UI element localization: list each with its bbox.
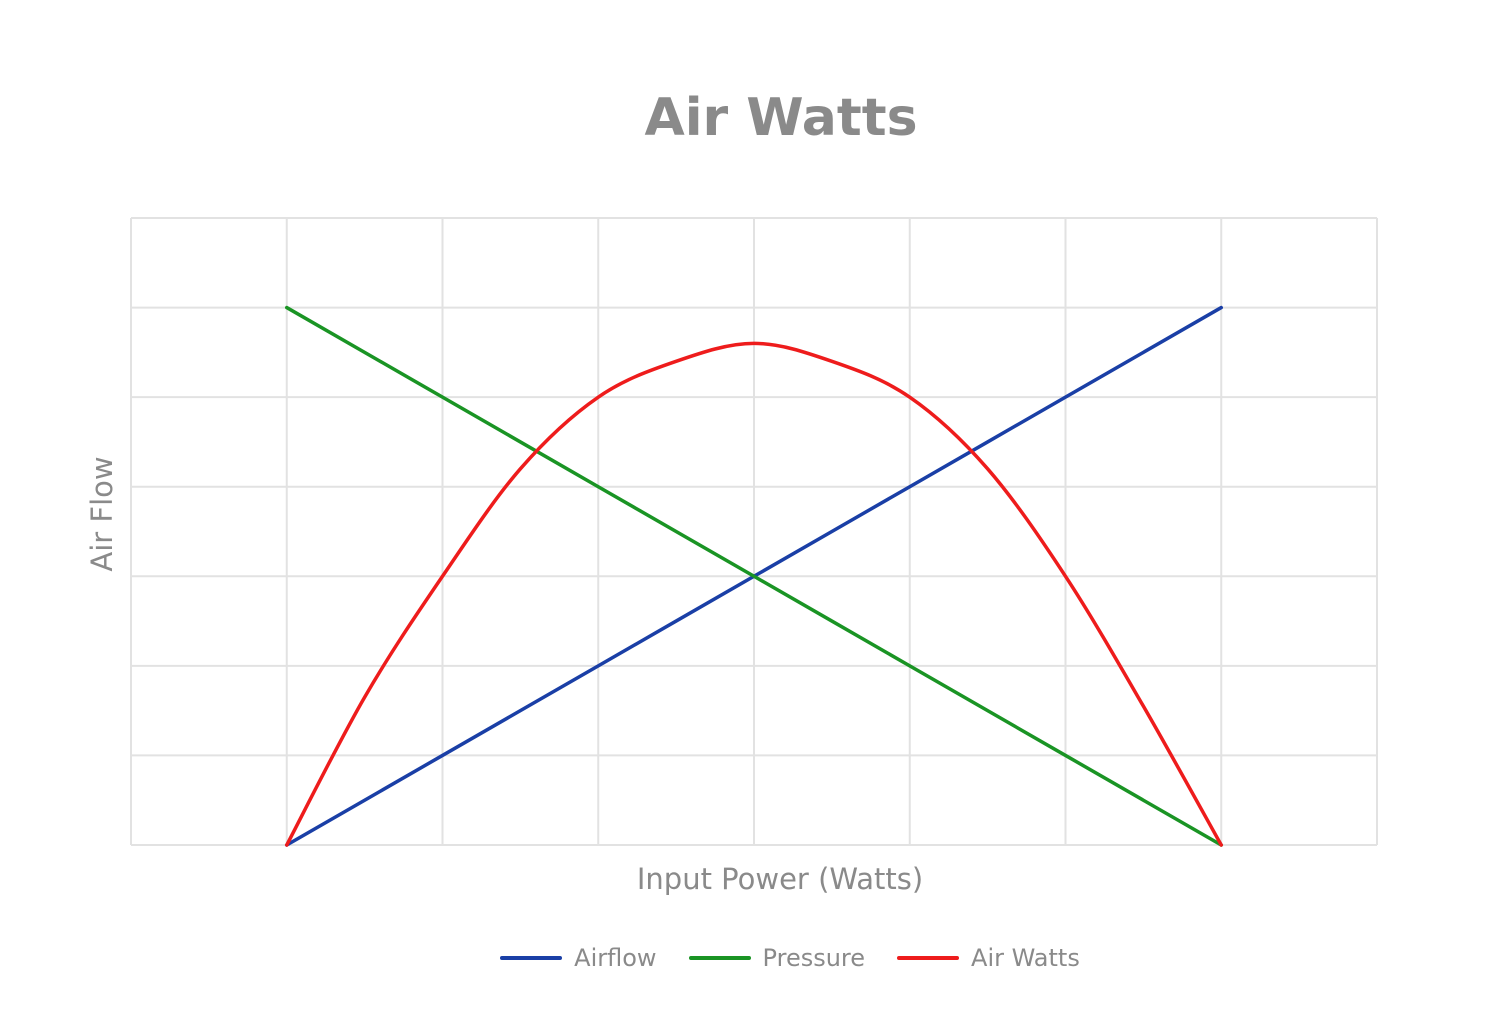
legend-label-airflow: Airflow [574,944,657,972]
legend-item-airflow[interactable]: Airflow [500,944,657,972]
legend-item-pressure[interactable]: Pressure [688,944,866,972]
legend-swatch-pressure [688,956,751,960]
legend-swatch-airflow [500,956,563,960]
legend: Airflow Pressure Air Watts [0,944,1500,972]
pressure-line [285,305,1223,847]
series-lines [285,305,1223,847]
legend-item-air-watts[interactable]: Air Watts [897,944,1080,972]
y-axis-label: Air Flow [85,456,119,572]
legend-label-air-watts: Air Watts [971,944,1080,972]
legend-swatch-air-watts [897,956,960,960]
chart-title: Air Watts [644,88,918,148]
air-watts-line [285,341,1223,847]
grid [130,217,1378,846]
legend-label-pressure: Pressure [762,944,866,972]
x-axis-label: Input Power (Watts) [636,862,924,896]
